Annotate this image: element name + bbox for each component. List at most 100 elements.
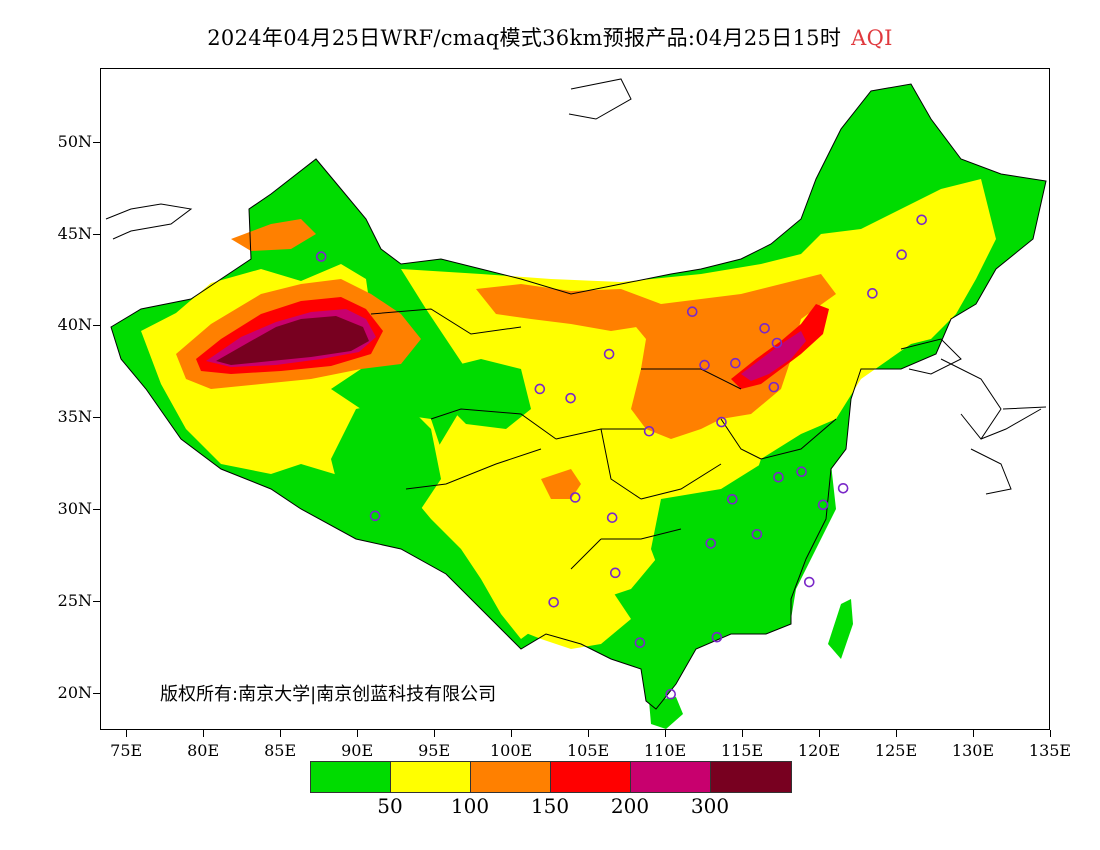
lon-tick-label: 130E <box>951 741 995 760</box>
lon-tick-mark <box>588 730 590 737</box>
lon-tick-mark <box>357 730 359 737</box>
lon-tick-mark <box>819 730 821 737</box>
lat-tick-label: 45N <box>57 223 92 243</box>
city-station-marker <box>665 688 676 700</box>
stations-layer <box>315 214 927 700</box>
legend-value-label: 150 <box>530 794 570 818</box>
city-station-marker <box>569 492 581 503</box>
copyright-notice: 版权所有:南京大学|南京创蓝科技有限公司 <box>160 684 497 705</box>
city-station-marker <box>548 596 559 608</box>
lat-tick-label: 30N <box>57 499 92 519</box>
aqi-zone-good-southeast <box>651 449 836 644</box>
lon-tick-mark <box>203 730 205 737</box>
aqi-legend-bar <box>310 761 792 793</box>
lon-tick-mark <box>434 730 436 737</box>
aqi-zone-moderate-south <box>516 564 631 649</box>
legend-value-label: 100 <box>450 794 490 818</box>
lon-tick-mark <box>665 730 667 737</box>
aqi-zone-good-tibet <box>331 399 441 519</box>
city-station-marker <box>759 322 770 334</box>
aqi-zone-sensitive-zhungeer <box>231 219 316 251</box>
city-station-marker <box>751 528 763 540</box>
lat-tick-label: 35N <box>57 407 92 427</box>
legend-swatch <box>391 762 471 792</box>
aqi-fill-layer <box>111 84 1046 729</box>
city-station-marker <box>609 567 621 579</box>
title-main: 2024年04月25日WRF/cmaq模式36km预报产品:04月25日15时 <box>207 26 842 50</box>
lon-tick-mark <box>1050 730 1051 737</box>
city-station-marker <box>773 471 784 483</box>
legend-swatch <box>631 762 711 792</box>
lat-tick-mark <box>93 693 100 695</box>
city-station-marker <box>768 381 780 393</box>
lon-tick-mark <box>896 730 898 737</box>
lon-tick-label: 120E <box>797 741 841 760</box>
lat-tick-mark <box>93 417 100 419</box>
lat-tick-mark <box>93 601 100 603</box>
lon-tick-label: 80E <box>187 741 220 760</box>
city-station-marker <box>643 425 655 437</box>
city-station-marker <box>699 359 710 371</box>
coast-islands-line <box>105 78 1047 495</box>
city-station-marker <box>803 576 815 588</box>
lon-tick-label: 115E <box>720 741 764 760</box>
lat-tick-label: 25N <box>57 591 92 611</box>
lon-tick-mark <box>511 730 513 737</box>
city-station-marker <box>896 249 907 261</box>
city-station-marker <box>603 348 615 360</box>
city-station-marker <box>771 337 783 349</box>
city-station-marker <box>716 416 727 428</box>
lat-tick-label: 20N <box>57 683 92 703</box>
city-station-marker <box>867 288 878 299</box>
city-station-marker <box>837 482 849 494</box>
legend-value-label: 50 <box>377 794 403 818</box>
lat-tick-mark <box>93 141 100 143</box>
lat-tick-label: 50N <box>57 131 92 151</box>
aqi-zone-sensitive-sichuan <box>541 469 581 499</box>
lat-tick-mark <box>93 325 100 327</box>
lon-tick-label: 105E <box>566 741 610 760</box>
legend-value-label: 200 <box>610 794 650 818</box>
city-station-marker <box>315 251 327 262</box>
lon-tick-mark <box>973 730 974 737</box>
lon-tick-label: 85E <box>264 741 297 760</box>
city-station-marker <box>606 512 618 523</box>
city-station-marker <box>534 383 546 395</box>
aqi-zone-sensitive-hexi <box>476 284 661 331</box>
lon-tick-label: 135E <box>1028 741 1072 760</box>
aqi-map <box>100 68 1050 730</box>
aqi-zone-sensitive-north <box>621 274 836 439</box>
aqi-zone-very-unhealthy-north <box>741 331 806 381</box>
lon-tick-mark <box>126 730 128 737</box>
lon-tick-mark <box>280 730 282 737</box>
province-lines <box>370 308 837 570</box>
city-station-marker <box>817 499 829 511</box>
legend-swatch <box>711 762 791 792</box>
title-product: AQI <box>851 26 893 50</box>
boundary-layer <box>105 78 1047 710</box>
aqi-zone-good-qinghai <box>441 359 531 429</box>
lon-tick-mark <box>742 730 744 737</box>
legend-swatch <box>551 762 631 792</box>
lon-tick-label: 100E <box>489 741 533 760</box>
city-station-marker <box>796 466 807 478</box>
map-title: 2024年04月25日WRF/cmaq模式36km预报产品:04月25日15时 A… <box>0 22 1100 52</box>
aqi-zone-good-hainan <box>649 697 683 729</box>
aqi-map-canvas <box>105 78 1047 729</box>
legend-value-label: 300 <box>690 794 730 818</box>
lon-tick-label: 75E <box>110 741 143 760</box>
city-station-marker <box>565 392 576 404</box>
lon-tick-label: 110E <box>643 741 687 760</box>
aqi-zone-good-taiwan <box>828 599 853 659</box>
legend-swatch <box>471 762 551 792</box>
lat-tick-mark <box>93 509 100 511</box>
city-station-marker <box>711 631 723 643</box>
city-station-marker <box>634 637 646 649</box>
aqi-zone-hazardous-tarim <box>216 316 369 365</box>
lon-tick-label: 95E <box>418 741 451 760</box>
lat-tick-label: 40N <box>57 315 92 335</box>
city-station-marker <box>726 493 738 505</box>
legend-swatch <box>311 762 391 792</box>
city-station-marker <box>686 306 698 318</box>
lat-tick-mark <box>93 233 100 235</box>
